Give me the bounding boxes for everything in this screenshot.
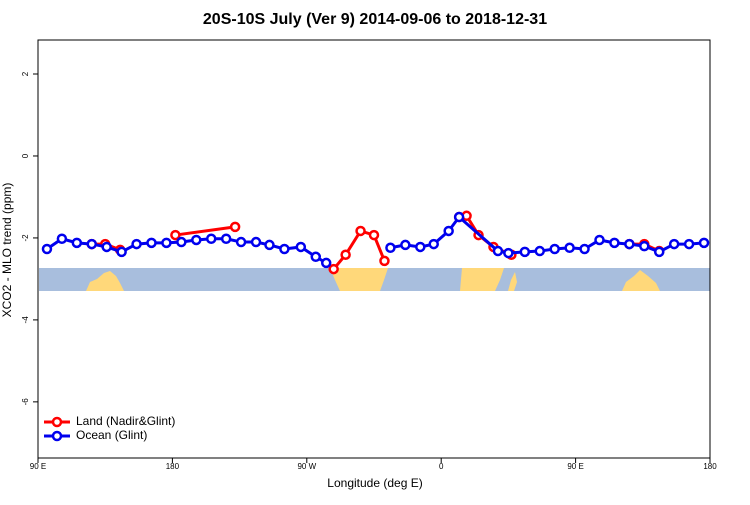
x-tick-label: 0 — [439, 462, 444, 471]
data-point — [220, 233, 232, 245]
data-point — [320, 257, 332, 269]
data-point — [71, 237, 83, 249]
data-point — [176, 236, 187, 248]
legend: Land (Nadir&Glint)Ocean (Glint) — [44, 414, 175, 442]
x-tick-label: 180 — [166, 462, 180, 471]
x-tick-label: 90 E — [567, 462, 583, 471]
data-point — [295, 241, 307, 253]
data-point — [443, 225, 454, 237]
data-point — [400, 239, 411, 251]
data-point — [534, 245, 546, 257]
data-point — [594, 234, 605, 246]
data-point — [579, 243, 590, 255]
data-point — [564, 242, 575, 254]
data-point — [131, 238, 142, 250]
data-point — [205, 233, 217, 245]
data-point — [279, 243, 290, 255]
legend-marker — [51, 430, 63, 442]
data-point — [191, 234, 202, 246]
data-point — [415, 241, 426, 253]
data-point — [229, 221, 241, 233]
y-tick-label: 2 — [21, 71, 30, 76]
data-point — [355, 225, 366, 237]
data-point — [368, 229, 380, 241]
data-point — [264, 239, 275, 251]
data-point — [86, 238, 98, 250]
data-point — [428, 238, 439, 250]
data-point — [56, 233, 68, 245]
data-point — [328, 263, 339, 275]
data-point — [379, 255, 390, 267]
chart-title: 20S-10S July (Ver 9) 2014-09-06 to 2018-… — [203, 11, 547, 28]
y-tick-label: -2 — [21, 234, 30, 242]
y-axis-label: XCO2 - MLO trend (ppm) — [0, 183, 14, 318]
data-point — [653, 246, 665, 258]
data-point — [385, 242, 396, 254]
map-strip — [39, 268, 710, 291]
data-point — [683, 238, 695, 250]
data-point — [161, 237, 172, 249]
data-point — [453, 211, 465, 223]
data-point — [235, 236, 247, 248]
legend-label: Ocean (Glint) — [76, 428, 147, 442]
plot-frame — [37, 39, 711, 459]
data-point — [492, 245, 504, 257]
data-point — [116, 246, 127, 258]
legend-marker — [51, 416, 63, 428]
data-point — [170, 229, 181, 241]
data-point — [101, 241, 112, 253]
x-tick-label: 180 — [703, 462, 717, 471]
data-point — [609, 237, 620, 249]
x-axis-label: Longitude (deg E) — [327, 476, 422, 490]
data-point — [146, 237, 157, 249]
data-point — [639, 240, 650, 252]
x-tick-label: 90 W — [297, 462, 316, 471]
y-tick-label: -4 — [21, 316, 30, 324]
data-point — [503, 247, 514, 259]
y-tick-label: -6 — [21, 398, 30, 406]
data-point — [668, 238, 680, 250]
data-point — [549, 243, 560, 255]
y-tick-label: 0 — [21, 153, 30, 158]
data-point — [310, 251, 322, 263]
data-point — [340, 249, 351, 260]
data-point — [519, 246, 531, 258]
legend-label: Land (Nadir&Glint) — [76, 414, 175, 428]
data-point — [624, 238, 635, 250]
x-tick-label: 90 E — [30, 462, 46, 471]
data-point — [250, 236, 262, 248]
data-point — [698, 237, 710, 249]
data-point — [41, 243, 53, 255]
